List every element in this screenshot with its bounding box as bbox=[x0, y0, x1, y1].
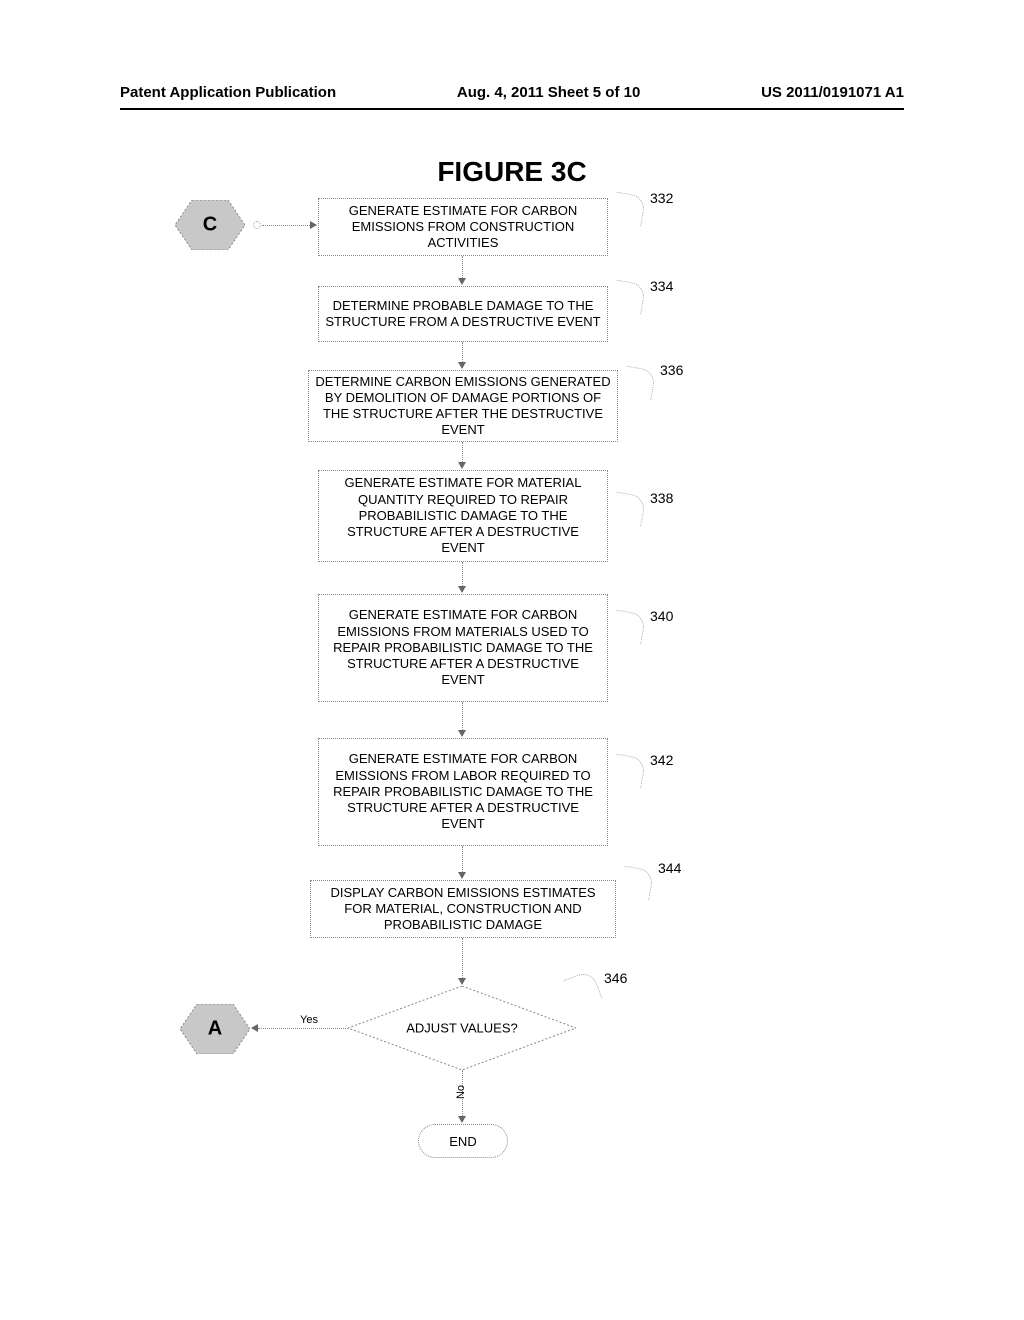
box-344: DISPLAY CARBON EMISSIONS ESTIMATES FOR M… bbox=[310, 880, 616, 938]
box-334: DETERMINE PROBABLE DAMAGE TO THE STRUCTU… bbox=[318, 286, 608, 342]
ref-332: 332 bbox=[650, 190, 673, 206]
box-334-text: DETERMINE PROBABLE DAMAGE TO THE STRUCTU… bbox=[325, 298, 601, 331]
arrow-head-338-340 bbox=[458, 586, 466, 593]
ref-arc-344 bbox=[620, 866, 655, 901]
decision-346: ADJUST VALUES? bbox=[348, 986, 576, 1070]
arrow-338-340 bbox=[462, 562, 463, 588]
box-340-text: GENERATE ESTIMATE FOR CARBON EMISSIONS F… bbox=[325, 607, 601, 688]
box-336-text: DETERMINE CARBON EMISSIONS GENERATED BY … bbox=[315, 374, 611, 439]
box-332-text: GENERATE ESTIMATE FOR CARBON EMISSIONS F… bbox=[325, 203, 601, 252]
ref-arc-342 bbox=[612, 754, 647, 789]
decision-346-text: ADJUST VALUES? bbox=[406, 1021, 518, 1036]
end-terminator: END bbox=[418, 1124, 508, 1158]
ref-arc-332 bbox=[612, 192, 647, 227]
arrow-head-332-334 bbox=[458, 278, 466, 285]
ref-arc-340 bbox=[612, 610, 647, 645]
box-340: GENERATE ESTIMATE FOR CARBON EMISSIONS F… bbox=[318, 594, 608, 702]
no-label: No bbox=[455, 1085, 467, 1099]
box-338-text: GENERATE ESTIMATE FOR MATERIAL QUANTITY … bbox=[325, 475, 601, 556]
box-336: DETERMINE CARBON EMISSIONS GENERATED BY … bbox=[308, 370, 618, 442]
arrow-332-334 bbox=[462, 256, 463, 280]
ref-346: 346 bbox=[604, 970, 627, 986]
yes-label: Yes bbox=[300, 1014, 318, 1026]
arrow-c-to-332 bbox=[262, 225, 312, 226]
arrow-head-344-346 bbox=[458, 978, 466, 985]
arrow-340-342 bbox=[462, 702, 463, 732]
arrow-346-yes bbox=[258, 1028, 348, 1029]
arrow-head-336-338 bbox=[458, 462, 466, 469]
header-rule bbox=[120, 108, 904, 110]
box-332: GENERATE ESTIMATE FOR CARBON EMISSIONS F… bbox=[318, 198, 608, 256]
header-left: Patent Application Publication bbox=[120, 84, 336, 101]
ref-334: 334 bbox=[650, 278, 673, 294]
patent-header: Patent Application Publication Aug. 4, 2… bbox=[0, 84, 1024, 101]
arrow-head-c bbox=[310, 221, 317, 229]
connector-a-label: A bbox=[208, 1018, 222, 1041]
arrow-head-334-336 bbox=[458, 362, 466, 369]
ref-344: 344 bbox=[658, 860, 681, 876]
arrow-334-336 bbox=[462, 342, 463, 364]
arrow-344-346 bbox=[462, 938, 463, 980]
end-label: END bbox=[449, 1134, 476, 1149]
connector-c-endpoint bbox=[253, 221, 261, 229]
arrow-342-344 bbox=[462, 846, 463, 874]
connector-c: C bbox=[175, 200, 245, 250]
ref-arc-334 bbox=[612, 280, 647, 315]
box-338: GENERATE ESTIMATE FOR MATERIAL QUANTITY … bbox=[318, 470, 608, 562]
flowchart: C GENERATE ESTIMATE FOR CARBON EMISSIONS… bbox=[0, 200, 1024, 1300]
ref-336: 336 bbox=[660, 362, 683, 378]
box-342-text: GENERATE ESTIMATE FOR CARBON EMISSIONS F… bbox=[325, 751, 601, 832]
ref-arc-338 bbox=[612, 492, 647, 527]
connector-c-label: C bbox=[203, 214, 217, 237]
box-342: GENERATE ESTIMATE FOR CARBON EMISSIONS F… bbox=[318, 738, 608, 846]
ref-340: 340 bbox=[650, 608, 673, 624]
header-right: US 2011/0191071 A1 bbox=[761, 84, 904, 101]
arrow-head-340-342 bbox=[458, 730, 466, 737]
arrow-336-338 bbox=[462, 442, 463, 464]
figure-title: FIGURE 3C bbox=[0, 156, 1024, 188]
connector-a: A bbox=[180, 1004, 250, 1054]
arrow-head-no bbox=[458, 1116, 466, 1123]
ref-342: 342 bbox=[650, 752, 673, 768]
arrow-head-342-344 bbox=[458, 872, 466, 879]
box-344-text: DISPLAY CARBON EMISSIONS ESTIMATES FOR M… bbox=[317, 885, 609, 934]
ref-338: 338 bbox=[650, 490, 673, 506]
header-center: Aug. 4, 2011 Sheet 5 of 10 bbox=[457, 84, 640, 101]
arrow-head-yes bbox=[251, 1024, 258, 1032]
ref-arc-336 bbox=[622, 366, 657, 401]
